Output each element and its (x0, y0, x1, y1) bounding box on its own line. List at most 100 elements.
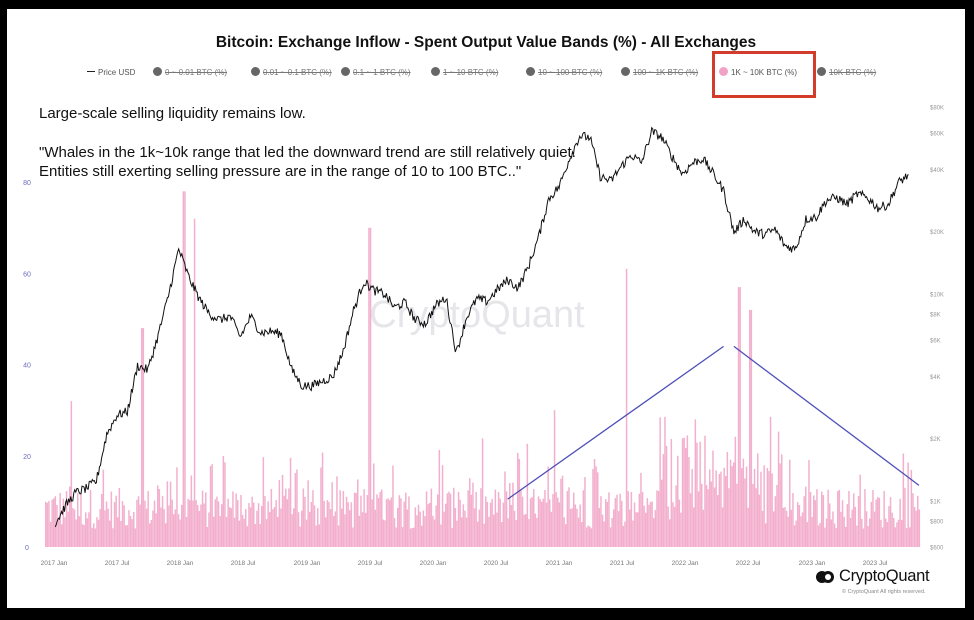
bar (677, 455, 679, 547)
bar (317, 508, 319, 547)
bar (429, 502, 431, 547)
bar (800, 516, 802, 547)
right-axis-tick: $6K (930, 338, 941, 344)
bar (709, 469, 711, 547)
bar (129, 516, 132, 547)
bar (465, 517, 468, 547)
bar (145, 508, 148, 547)
bar (189, 500, 191, 547)
bar (582, 490, 585, 547)
bar (657, 491, 660, 547)
bar (339, 490, 341, 547)
legend-item[interactable]: 1 ~ 10 BTC (%) (431, 66, 498, 80)
right-axis-tick: $80K (930, 106, 944, 112)
bar (353, 492, 356, 547)
bar (334, 511, 337, 547)
bar (606, 501, 609, 547)
bar (811, 517, 813, 547)
bar (616, 494, 618, 547)
legend-item[interactable]: 0 ~ 0.01 BTC (%) (153, 66, 227, 80)
bar (440, 524, 442, 547)
highlight-box (712, 51, 816, 98)
bar (160, 507, 162, 547)
bar (101, 494, 103, 547)
bar (531, 497, 533, 547)
bar (665, 445, 668, 547)
bar (469, 478, 471, 547)
legend-item[interactable]: 10 ~ 100 BTC (%) (526, 66, 602, 80)
bar (256, 510, 258, 547)
bar (430, 488, 433, 547)
bar (395, 527, 397, 547)
bar (904, 487, 906, 547)
bar (502, 502, 505, 547)
bar (888, 506, 890, 547)
legend-item[interactable]: 10K BTC (%) (817, 66, 876, 80)
bar (427, 504, 429, 547)
bar (270, 488, 273, 547)
bar (435, 505, 437, 547)
bar (291, 514, 293, 547)
bar (627, 491, 629, 547)
bar (46, 502, 49, 547)
bar (621, 500, 623, 547)
legend-item[interactable]: 0.01 ~ 0.1 BTC (%) (251, 66, 332, 80)
bar (328, 501, 330, 547)
bar (859, 474, 861, 547)
x-axis-tick: 2019 Jan (294, 560, 321, 567)
right-axis-tick: $600 (930, 546, 944, 552)
bar (350, 502, 353, 547)
bar (918, 509, 921, 547)
bar (259, 523, 261, 547)
bar (237, 500, 239, 547)
legend-item[interactable]: 0.1 ~ 1 BTC (%) (341, 66, 411, 80)
bar (853, 493, 855, 547)
bar (280, 508, 282, 547)
bar (718, 474, 721, 547)
x-axis-tick: 2021 Jul (610, 560, 635, 567)
bar (793, 525, 796, 547)
bar (214, 499, 217, 547)
bar (65, 491, 68, 547)
bar (545, 502, 548, 547)
bar (305, 519, 308, 547)
bar (112, 528, 114, 547)
legend-label: 10K BTC (%) (829, 68, 877, 77)
legend-dot-icon (431, 67, 440, 77)
bar (209, 466, 212, 547)
bar (121, 501, 124, 547)
bar (569, 509, 572, 547)
bar (897, 519, 900, 547)
legend-dot-icon (719, 67, 728, 77)
bar (595, 466, 597, 547)
legend-item[interactable]: 100 ~ 1K BTC (%) (621, 66, 698, 80)
bar (829, 503, 831, 547)
bar (489, 502, 492, 547)
bar (496, 512, 498, 547)
bar (861, 518, 863, 547)
bar (329, 509, 332, 547)
bar (885, 518, 887, 547)
bar (461, 517, 463, 547)
annotation-line-2: "Whales in the 1k~10k range that led the… (39, 143, 576, 181)
bar (313, 505, 316, 547)
bar (733, 462, 735, 547)
bar (909, 527, 911, 547)
bar (128, 510, 130, 547)
bar (707, 489, 709, 547)
bar (785, 510, 788, 547)
bar (99, 509, 101, 547)
bar (254, 524, 257, 547)
bar (790, 509, 793, 547)
bar (536, 517, 538, 547)
legend-item[interactable]: Price USD (87, 66, 135, 80)
bar (705, 485, 708, 547)
legend-label: 10 ~ 100 BTC (%) (538, 68, 603, 77)
legend-item[interactable]: 1K ~ 10K BTC (%) (719, 66, 797, 80)
bar (869, 518, 871, 547)
chart-title: Bitcoin: Exchange Inflow - Spent Output … (215, 34, 757, 51)
bar (473, 508, 476, 547)
bar (678, 499, 681, 547)
bar (728, 488, 730, 547)
bar (304, 496, 306, 547)
